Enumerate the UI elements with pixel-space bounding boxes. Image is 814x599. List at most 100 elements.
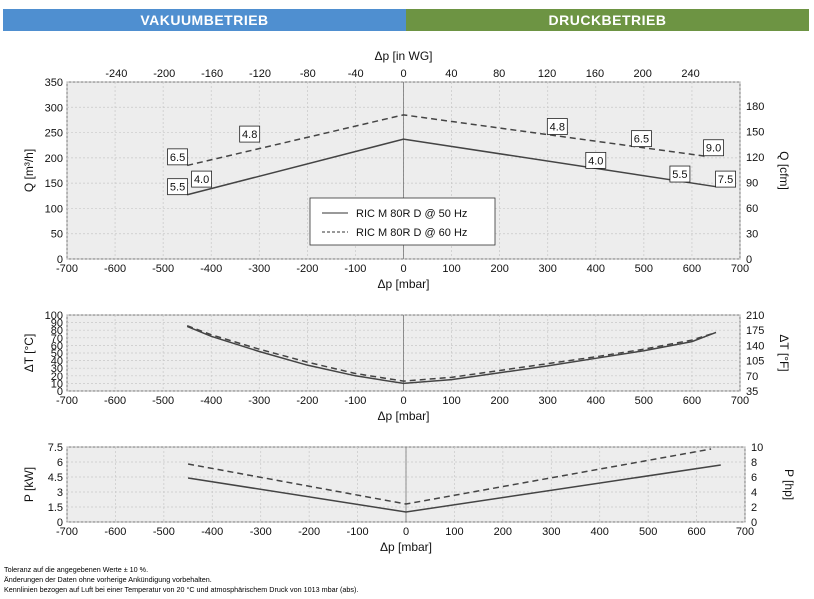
chart1-annotation-label: 7.5 [718, 174, 733, 186]
chart1-annotation-box [239, 125, 261, 143]
chart1-top-tick-label: -40 [348, 68, 364, 80]
chart3-y-tick-label: 1.5 [48, 502, 63, 514]
vacuum-mode-banner: VAKUUMBETRIEB [3, 9, 406, 31]
chart2-right-tick-label: 105 [746, 356, 764, 368]
chart1-top-tick-label: -200 [153, 68, 175, 80]
chart3-x-tick-label: -300 [250, 526, 272, 538]
chart1-right-tick-label: 30 [746, 229, 758, 241]
chart1-annotation-box [585, 151, 607, 169]
chart1-top-tick-label: 200 [634, 68, 652, 80]
chart2-right-tick-label: 35 [746, 386, 758, 398]
chart2-y-tick-label: 50 [51, 348, 63, 360]
chart1-x-tick-label: -200 [296, 263, 318, 275]
chart2-x-tick-label: 400 [587, 395, 605, 407]
chart2-x-tick-label: 600 [683, 395, 701, 407]
chart2-y-axis-label-left: ΔT [°C] [22, 334, 36, 373]
chart1-right-tick-label: 90 [746, 178, 758, 190]
chart2-x-tick-label: -300 [248, 395, 270, 407]
chart1-top-tick-label: -240 [105, 68, 127, 80]
chart2-y-tick-label: 40 [51, 356, 63, 368]
chart1-top-tick-label: 160 [586, 68, 604, 80]
chart1-series-60hz-line [187, 114, 707, 167]
chart1-top-tick-label: 0 [400, 68, 406, 80]
chart3-x-tick-label: 300 [542, 526, 560, 538]
pressure-mode-banner: DRUCKBETRIEB [406, 9, 809, 31]
chart2-x-tick-label: -500 [152, 395, 174, 407]
chart1-top-axis-label: Δp [in WG] [374, 49, 432, 63]
chart1-y-axis-label-left: Q [m³/h] [22, 149, 36, 192]
chart1-annotation-box [669, 165, 691, 183]
chart3-right-tick-label: 8 [751, 457, 757, 469]
chart1-y-axis-label-right: Q [cfm] [777, 151, 791, 190]
chart3-x-tick-label: -600 [104, 526, 126, 538]
chart1-right-tick-label: 60 [746, 203, 758, 215]
chart3-series-60hz-line [187, 448, 712, 505]
chart1-annotation-box [167, 178, 188, 196]
chart1-annotation-label: 9.0 [706, 143, 721, 155]
chart1-x-tick-label: 400 [587, 263, 605, 275]
chart1-x-tick-label: -600 [104, 263, 126, 275]
legend-label-60hz: RIC M 80R D @ 60 Hz [356, 227, 467, 239]
chart2-y-tick-label: 60 [51, 340, 63, 352]
chart3-y-tick-label: 6 [57, 457, 63, 469]
chart2-y-tick-label: 100 [45, 310, 63, 322]
chart2-y-tick-label: 70 [51, 333, 63, 345]
chart1-right-tick-label: 150 [746, 127, 764, 139]
chart3-x-tick-label: -100 [347, 526, 369, 538]
chart2-right-tick-label: 70 [746, 371, 758, 383]
chart1-top-tick-label: 240 [681, 68, 699, 80]
chart3-x-tick-label: 700 [736, 526, 754, 538]
chart1-annotation-label: 4.8 [242, 129, 257, 141]
chart1-top-tick-label: 40 [445, 68, 457, 80]
chart2-x-tick-label: -400 [200, 395, 222, 407]
chart1-x-tick-label: -700 [56, 263, 78, 275]
chart2-x-tick-label: 700 [731, 395, 749, 407]
chart1-x-tick-label: 0 [400, 263, 406, 275]
chart3-y-tick-label: 4.5 [48, 472, 63, 484]
chart2-y-tick-label: 30 [51, 363, 63, 375]
chart3-right-tick-label: 6 [751, 472, 757, 484]
chart1-y-tick-label: 250 [45, 128, 63, 140]
chart1-y-tick-label: 0 [57, 254, 63, 266]
chart1-x-tick-label: 600 [683, 263, 701, 275]
chart1-annotation-label: 5.5 [672, 169, 687, 181]
chart1-y-tick-label: 350 [45, 77, 63, 89]
chart2-x-tick-label: 100 [442, 395, 460, 407]
chart1-annotation-label: 4.8 [550, 122, 565, 134]
chart1-right-tick-label: 0 [746, 254, 752, 266]
chart2-x-tick-label: -600 [104, 395, 126, 407]
chart1-top-tick-label: 80 [493, 68, 505, 80]
chart2-series-50hz-line [186, 325, 717, 385]
chart3-right-tick-label: 2 [751, 502, 757, 514]
chart1-x-tick-label: -100 [344, 263, 366, 275]
chart3-y-tick-label: 7.5 [48, 442, 63, 454]
chart1-top-tick-label: 120 [538, 68, 556, 80]
chart2-x-axis-label: Δp [mbar] [377, 409, 429, 423]
chart1-right-tick-label: 120 [746, 152, 764, 164]
chart1-annotation-label: 5.5 [170, 182, 185, 194]
chart2-y-tick-label: 10 [51, 378, 63, 390]
chart2-x-tick-label: -100 [344, 395, 366, 407]
chart2-x-tick-label: 200 [490, 395, 508, 407]
chart3-x-axis-label: Δp [mbar] [380, 540, 432, 554]
chart3-y-tick-label: 0 [57, 517, 63, 529]
chart3-right-tick-label: 0 [751, 517, 757, 529]
chart2-series-60hz-line [186, 324, 717, 382]
chart1-top-tick-label: -120 [249, 68, 271, 80]
chart2-x-tick-label: -700 [56, 395, 78, 407]
chart2-y-tick-label: 90 [51, 318, 63, 330]
chart1-top-tick-label: -80 [300, 68, 316, 80]
chart3-x-tick-label: 600 [687, 526, 705, 538]
chart1-y-tick-label: 200 [45, 153, 63, 165]
chart1-x-axis-label: Δp [mbar] [377, 277, 429, 291]
chart1-annotation-box [191, 170, 213, 188]
chart1-annotation-box [715, 170, 736, 188]
chart1-top-tick-label: -160 [201, 68, 223, 80]
chart1-series-50hz-line [186, 138, 717, 196]
chart1-x-tick-label: -500 [152, 263, 174, 275]
chart1-y-tick-label: 50 [51, 229, 63, 241]
chart2-y-tick-label: 20 [51, 371, 63, 383]
chart1-annotation-box [546, 118, 568, 135]
chart2-x-tick-label: -200 [296, 395, 318, 407]
chart2-y-axis-label-right: ΔT [°F] [777, 334, 791, 371]
